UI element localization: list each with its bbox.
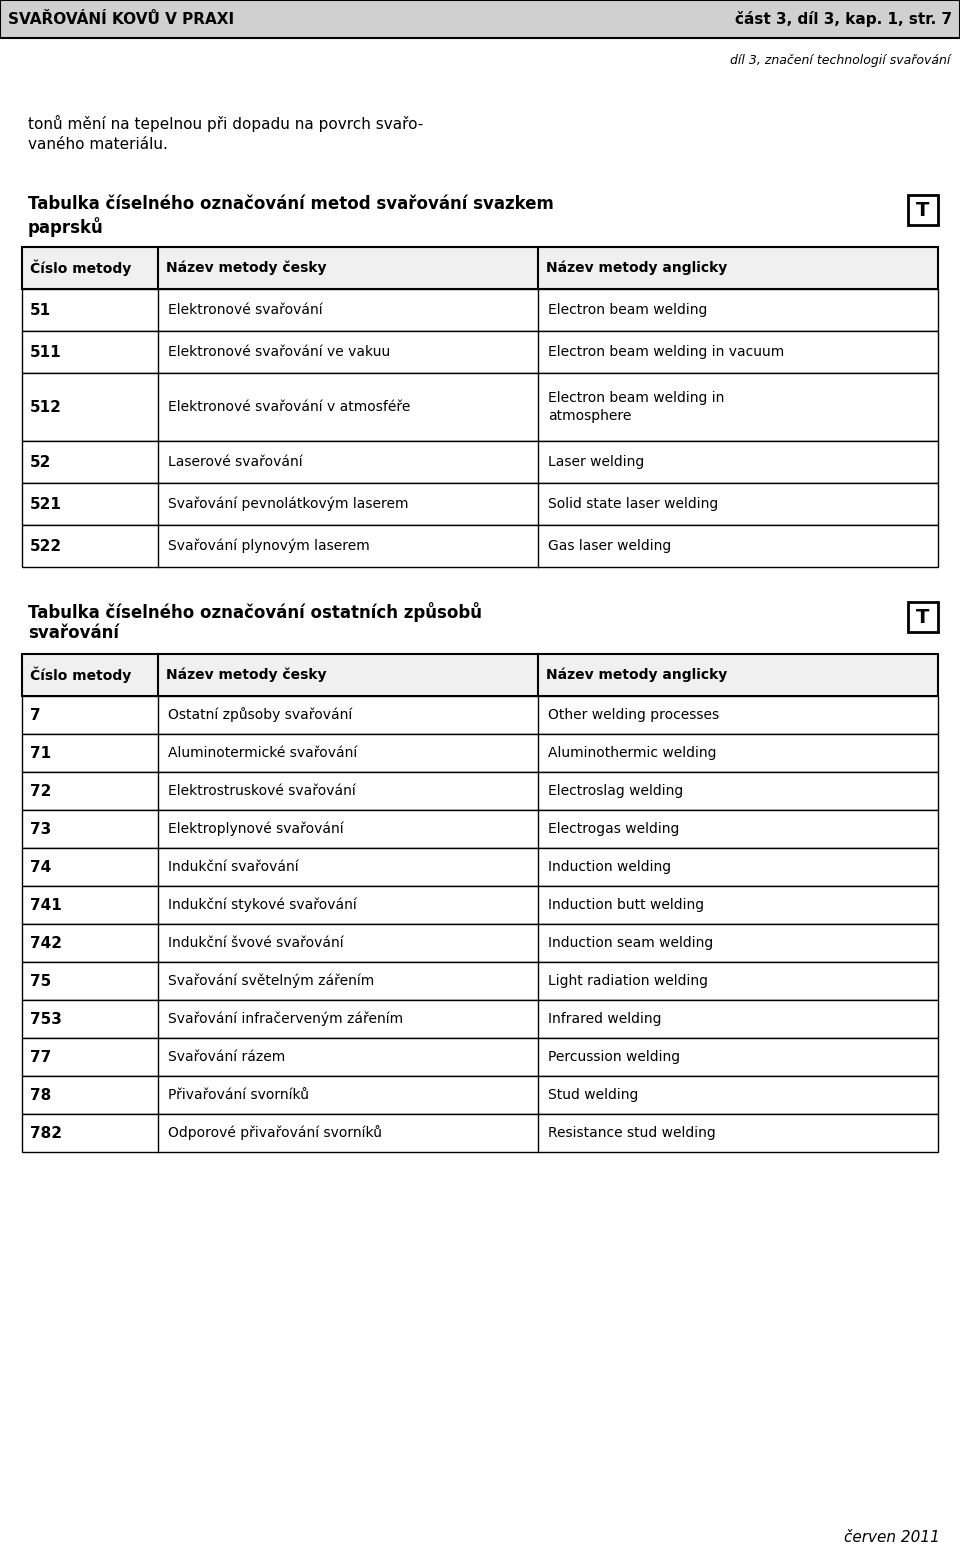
Text: Elektronové svařování ve vakuu: Elektronové svařování ve vakuu: [168, 345, 390, 359]
Text: atmosphere: atmosphere: [548, 408, 631, 422]
Bar: [0, 0, 960, 37]
Text: Indukční svařování: Indukční svařování: [168, 861, 299, 875]
Bar: [22, 441, 938, 483]
Bar: [22, 734, 938, 772]
Text: 77: 77: [30, 1049, 51, 1065]
Text: Elektrostruskové svařování: Elektrostruskové svařování: [168, 784, 355, 798]
Text: 511: 511: [30, 345, 61, 360]
Bar: [22, 848, 938, 886]
Text: Název metody anglicky: Název metody anglicky: [545, 667, 727, 683]
Text: Svařování světelným zářením: Svařování světelným zářením: [168, 974, 373, 988]
Text: 7: 7: [30, 708, 40, 722]
Text: Indukční stykové svařování: Indukční stykové svařování: [168, 898, 356, 912]
Bar: [22, 962, 938, 999]
Text: Aluminotermické svařování: Aluminotermické svařování: [168, 747, 357, 759]
Text: SVAŘOVÁNÍ KOVŮ V PRAXI: SVAŘOVÁNÍ KOVŮ V PRAXI: [8, 11, 234, 27]
Text: 741: 741: [30, 898, 61, 912]
Bar: [22, 886, 938, 924]
Text: 73: 73: [30, 822, 51, 837]
Text: Induction butt welding: Induction butt welding: [548, 898, 704, 912]
Text: Elektronové svařování: Elektronové svařování: [168, 302, 323, 316]
Text: Other welding processes: Other welding processes: [548, 708, 719, 722]
Bar: [22, 811, 938, 848]
Text: Odporové přivařování svorníků: Odporové přivařování svorníků: [168, 1126, 381, 1141]
Bar: [908, 602, 938, 631]
Text: T: T: [916, 608, 929, 627]
Text: 522: 522: [30, 538, 62, 553]
Text: Aluminothermic welding: Aluminothermic welding: [548, 747, 716, 759]
Text: Svařování plynovým laserem: Svařování plynovým laserem: [168, 539, 370, 553]
Text: část 3, díl 3, kap. 1, str. 7: část 3, díl 3, kap. 1, str. 7: [734, 11, 952, 27]
Text: 74: 74: [30, 859, 51, 875]
Text: Light radiation welding: Light radiation welding: [548, 974, 708, 988]
Text: Indukční švové svařování: Indukční švové svařování: [168, 935, 343, 949]
Text: 512: 512: [30, 399, 61, 415]
Text: Svařování rázem: Svařování rázem: [168, 1051, 285, 1063]
Text: Svařování pevnolátkovým laserem: Svařování pevnolátkovým laserem: [168, 497, 408, 511]
Text: Stud welding: Stud welding: [548, 1088, 638, 1102]
Text: Laser welding: Laser welding: [548, 455, 644, 469]
Bar: [22, 1076, 938, 1115]
Bar: [22, 1038, 938, 1076]
Text: Electrogas welding: Electrogas welding: [548, 822, 679, 836]
Text: Gas laser welding: Gas laser welding: [548, 539, 671, 553]
Text: Induction welding: Induction welding: [548, 861, 671, 875]
Bar: [22, 924, 938, 962]
Text: díl 3, značení technologií svařování: díl 3, značení technologií svařování: [730, 55, 950, 67]
Text: Název metody anglicky: Název metody anglicky: [545, 260, 727, 276]
Bar: [22, 999, 938, 1038]
Text: Elektroplynové svařování: Elektroplynové svařování: [168, 822, 343, 836]
Text: Electron beam welding: Electron beam welding: [548, 302, 708, 316]
Text: paprsků: paprsků: [28, 217, 104, 237]
Text: 75: 75: [30, 973, 51, 988]
Text: 78: 78: [30, 1088, 51, 1102]
Text: svařování: svařování: [28, 624, 119, 642]
Text: Přivařování svorníků: Přivařování svorníků: [168, 1088, 308, 1102]
Text: Induction seam welding: Induction seam welding: [548, 935, 713, 949]
Text: 742: 742: [30, 935, 62, 951]
Text: Electroslag welding: Electroslag welding: [548, 784, 683, 798]
Text: Electron beam welding in: Electron beam welding in: [548, 391, 724, 405]
Text: Percussion welding: Percussion welding: [548, 1051, 680, 1063]
Text: Ostatní způsoby svařování: Ostatní způsoby svařování: [168, 708, 351, 722]
Bar: [22, 1115, 938, 1152]
Text: 72: 72: [30, 784, 52, 798]
Text: 782: 782: [30, 1126, 62, 1141]
Text: tonů mění na tepelnou při dopadu na povrch svařo-: tonů mění na tepelnou při dopadu na povr…: [28, 115, 423, 133]
Text: 71: 71: [30, 745, 51, 761]
Text: Název metody česky: Název metody česky: [165, 260, 326, 276]
Text: 52: 52: [30, 455, 52, 469]
Text: Infrared welding: Infrared welding: [548, 1012, 661, 1026]
Text: Číslo metody: Číslo metody: [30, 260, 132, 276]
Text: Svařování infračerveným zářením: Svařování infračerveným zářením: [168, 1012, 402, 1026]
Bar: [22, 653, 938, 695]
Text: Tabulka číselného označování ostatních způsobů: Tabulka číselného označování ostatních z…: [28, 602, 482, 622]
Bar: [22, 331, 938, 373]
Text: Resistance stud welding: Resistance stud welding: [548, 1126, 715, 1140]
Text: T: T: [916, 201, 929, 220]
Text: Laserové svařování: Laserové svařování: [168, 455, 302, 469]
Bar: [22, 373, 938, 441]
Bar: [22, 288, 938, 331]
Text: červen 2011: červen 2011: [844, 1529, 940, 1545]
Text: 753: 753: [30, 1012, 61, 1026]
Text: Elektronové svařování v atmosféře: Elektronové svařování v atmosféře: [168, 401, 410, 415]
Text: Tabulka číselného označování metod svařování svazkem: Tabulka číselného označování metod svařo…: [28, 195, 554, 214]
Text: 51: 51: [30, 302, 51, 318]
Bar: [22, 483, 938, 525]
Bar: [22, 246, 938, 288]
Bar: [22, 525, 938, 567]
Text: Název metody česky: Název metody česky: [165, 667, 326, 683]
Bar: [22, 695, 938, 734]
Text: Číslo metody: Číslo metody: [30, 667, 132, 683]
Text: 521: 521: [30, 496, 61, 511]
Text: Solid state laser welding: Solid state laser welding: [548, 497, 718, 511]
Bar: [22, 772, 938, 811]
Text: vaného materiálu.: vaného materiálu.: [28, 137, 168, 151]
Bar: [908, 195, 938, 224]
Text: Electron beam welding in vacuum: Electron beam welding in vacuum: [548, 345, 784, 359]
